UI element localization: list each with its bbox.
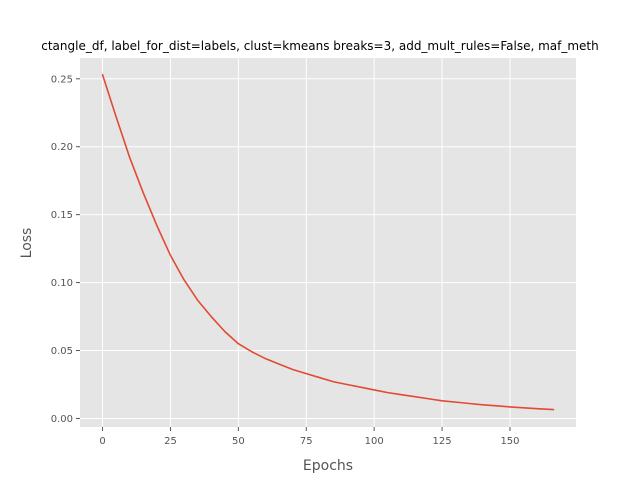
axis-ticks: 0 25 50 75 100 125 150 0.00 0.05 0.10 0.15 0.20 0.25 — [51, 74, 520, 447]
y-tick-label: 0.00 — [51, 414, 73, 425]
y-tick-label: 0.10 — [51, 278, 73, 289]
y-tick-label: 0.05 — [51, 346, 73, 357]
x-tick-label: 75 — [300, 436, 313, 447]
y-tick-label: 0.15 — [51, 210, 73, 221]
y-axis-label: Loss — [19, 228, 35, 259]
x-tick-label: 150 — [500, 436, 519, 447]
grid — [80, 58, 576, 427]
x-tick-label: 0 — [99, 436, 105, 447]
series-layer — [101, 73, 555, 411]
loss-series-line — [101, 73, 555, 411]
x-tick-label: 100 — [365, 436, 384, 447]
x-tick-label: 25 — [164, 436, 177, 447]
y-tick-label: 0.25 — [51, 74, 73, 85]
x-axis-label: Epochs — [303, 458, 353, 474]
y-tick-label: 0.20 — [51, 142, 73, 153]
x-tick-label: 50 — [232, 436, 245, 447]
plot-area — [80, 58, 576, 427]
x-tick-label: 125 — [433, 436, 452, 447]
chart-title: ctangle_df, label_for_dist=labels, clust… — [41, 39, 598, 53]
